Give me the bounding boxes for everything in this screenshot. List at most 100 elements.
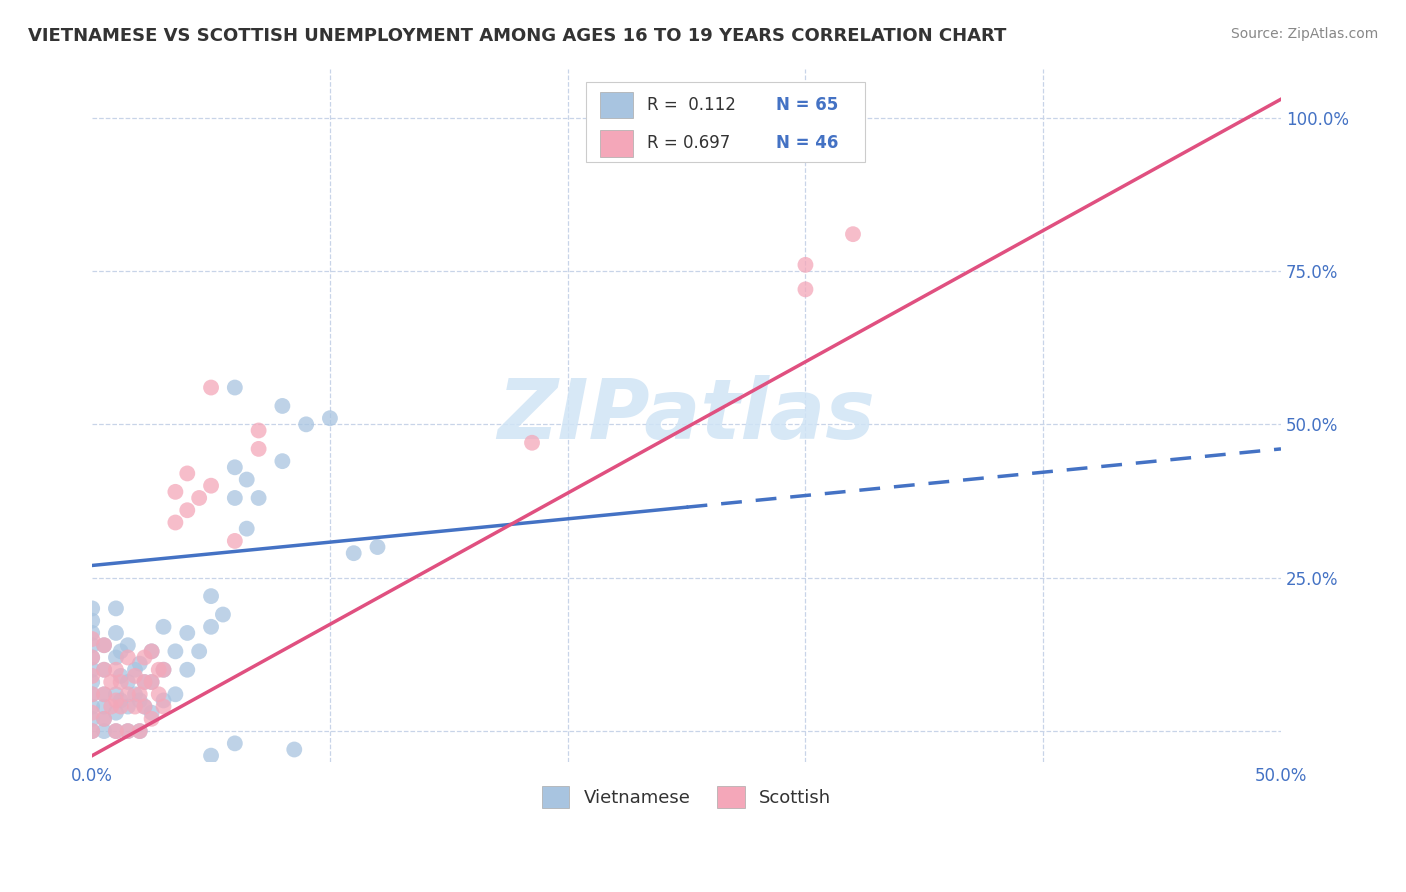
Point	[117, 650, 139, 665]
Point	[93, 687, 115, 701]
Point	[124, 663, 146, 677]
Point	[82, 650, 104, 665]
Point	[200, 380, 222, 394]
Point	[343, 546, 366, 560]
Point	[93, 724, 115, 739]
Point	[104, 693, 127, 707]
Point	[152, 663, 174, 677]
Point	[117, 699, 139, 714]
Point	[82, 614, 104, 628]
Point	[366, 540, 388, 554]
Point	[93, 699, 115, 714]
Point	[794, 258, 817, 272]
Point	[117, 724, 139, 739]
Point	[104, 650, 127, 665]
Point	[104, 626, 127, 640]
Point	[117, 687, 139, 701]
Point	[110, 693, 132, 707]
Point	[200, 620, 222, 634]
Point	[134, 650, 156, 665]
Point	[141, 675, 163, 690]
Point	[117, 724, 139, 739]
Point	[247, 491, 270, 505]
Point	[134, 675, 156, 690]
Point	[93, 687, 115, 701]
Point	[82, 632, 104, 646]
Point	[141, 712, 163, 726]
Point	[212, 607, 235, 622]
Point	[82, 699, 104, 714]
Point	[82, 724, 104, 739]
Point	[110, 699, 132, 714]
Point	[124, 687, 146, 701]
Point	[104, 601, 127, 615]
Point	[224, 491, 246, 505]
Point	[176, 503, 198, 517]
Point	[152, 620, 174, 634]
Point	[82, 706, 104, 720]
Point	[93, 638, 115, 652]
Point	[842, 227, 865, 242]
Point	[148, 663, 170, 677]
Point	[124, 669, 146, 683]
Point	[319, 411, 342, 425]
Point	[235, 522, 257, 536]
Point	[128, 724, 150, 739]
Point	[104, 663, 127, 677]
Point	[110, 675, 132, 690]
Point	[520, 435, 543, 450]
Point	[141, 675, 163, 690]
FancyBboxPatch shape	[600, 92, 633, 118]
Point	[224, 533, 246, 548]
Point	[295, 417, 318, 432]
Point	[128, 687, 150, 701]
Point	[117, 675, 139, 690]
Point	[141, 706, 163, 720]
Point	[134, 699, 156, 714]
Point	[200, 589, 222, 603]
Point	[141, 644, 163, 658]
Text: N = 46: N = 46	[776, 135, 838, 153]
Point	[188, 644, 211, 658]
Point	[82, 675, 104, 690]
Point	[82, 724, 104, 739]
Point	[247, 424, 270, 438]
Point	[148, 687, 170, 701]
Point	[82, 650, 104, 665]
Point	[128, 657, 150, 671]
Point	[134, 675, 156, 690]
Point	[104, 724, 127, 739]
Point	[200, 479, 222, 493]
FancyBboxPatch shape	[585, 82, 865, 162]
Point	[176, 663, 198, 677]
Point	[100, 675, 122, 690]
FancyBboxPatch shape	[600, 130, 633, 157]
Point	[117, 638, 139, 652]
Point	[271, 399, 294, 413]
Point	[165, 644, 187, 658]
Text: VIETNAMESE VS SCOTTISH UNEMPLOYMENT AMONG AGES 16 TO 19 YEARS CORRELATION CHART: VIETNAMESE VS SCOTTISH UNEMPLOYMENT AMON…	[28, 27, 1007, 45]
Text: Source: ZipAtlas.com: Source: ZipAtlas.com	[1230, 27, 1378, 41]
Text: N = 65: N = 65	[776, 95, 838, 113]
Point	[110, 669, 132, 683]
Point	[93, 638, 115, 652]
Legend: Vietnamese, Scottish: Vietnamese, Scottish	[534, 779, 838, 815]
Point	[165, 516, 187, 530]
Point	[224, 380, 246, 394]
Point	[82, 687, 104, 701]
Point	[176, 467, 198, 481]
Point	[93, 663, 115, 677]
Text: R = 0.697: R = 0.697	[647, 135, 731, 153]
Point	[82, 663, 104, 677]
Point	[235, 473, 257, 487]
Point	[141, 644, 163, 658]
Point	[128, 724, 150, 739]
Point	[152, 693, 174, 707]
Point	[134, 699, 156, 714]
Point	[110, 644, 132, 658]
Point	[128, 693, 150, 707]
Point	[93, 712, 115, 726]
Point	[224, 460, 246, 475]
Point	[152, 699, 174, 714]
Text: R =  0.112: R = 0.112	[647, 95, 737, 113]
